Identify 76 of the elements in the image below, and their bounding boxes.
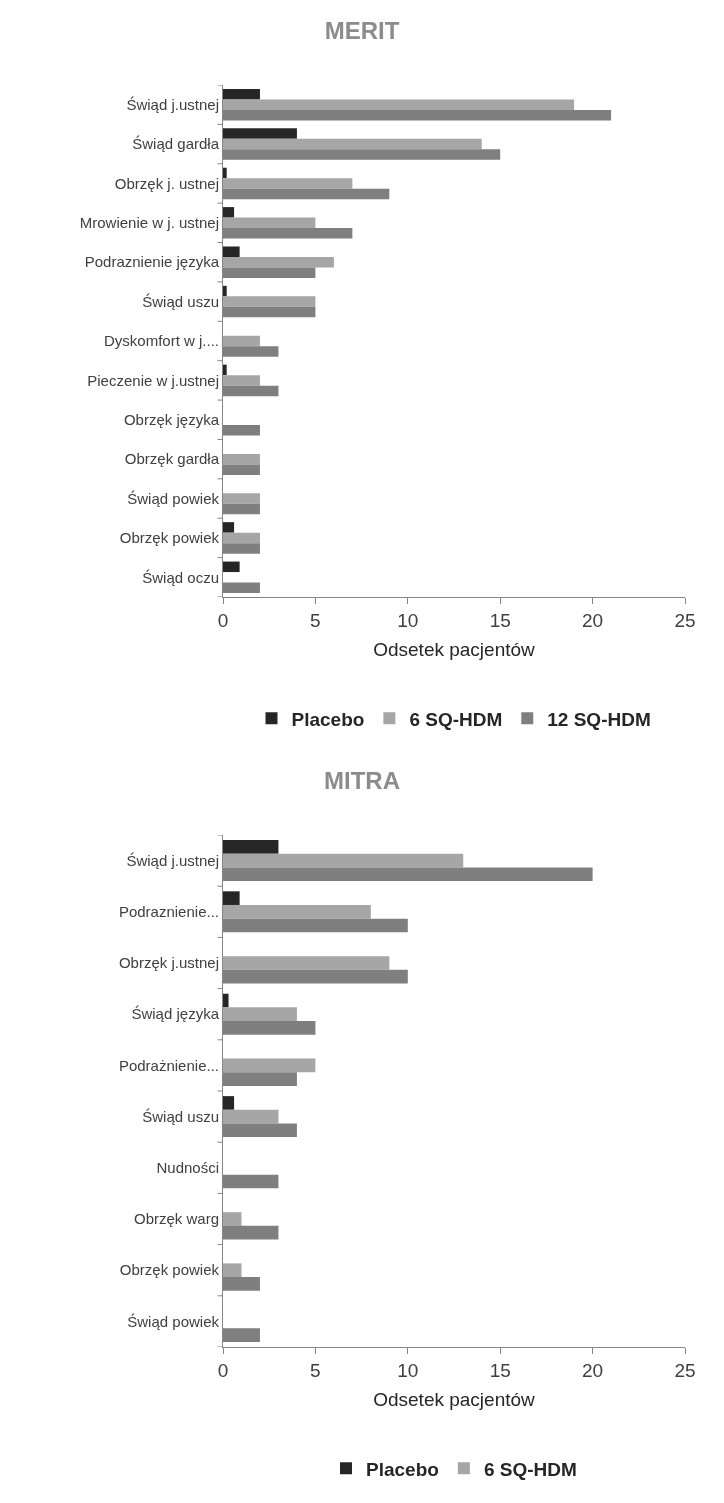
bar xyxy=(223,364,227,376)
legend-label: 12 SQ-HDM xyxy=(547,708,651,730)
chart-title: MITRA xyxy=(324,767,400,795)
bar xyxy=(223,1109,279,1124)
bar xyxy=(223,840,279,854)
bar xyxy=(223,256,334,268)
y-tick-label: Świąd uszu xyxy=(142,292,219,310)
x-tick-label: 15 xyxy=(489,609,511,631)
y-tick-label: Pieczenie w j.ustnej xyxy=(87,371,219,389)
y-tick-label: Dyskomfort w j.... xyxy=(103,332,219,350)
bar xyxy=(223,522,235,533)
x-tick-label: 5 xyxy=(310,609,321,631)
bar xyxy=(223,285,227,297)
bar xyxy=(223,1263,242,1278)
bar xyxy=(223,453,260,465)
bar xyxy=(223,1058,316,1073)
y-tick-label: Świąd powiek xyxy=(127,1312,220,1330)
legend-label: Placebo xyxy=(366,1458,439,1480)
bar xyxy=(223,853,464,868)
legend-label: Placebo xyxy=(291,708,365,730)
y-tick-label: Podraznienie... xyxy=(118,903,219,921)
legend-label: 6 SQ-HDM xyxy=(483,1458,577,1480)
bar xyxy=(223,561,240,573)
x-tick-label: 25 xyxy=(674,1359,696,1381)
x-tick-label: 0 xyxy=(217,609,229,631)
y-tick-label: Świąd oczu xyxy=(142,568,219,586)
bar xyxy=(223,1212,242,1226)
x-tick-label: 5 xyxy=(310,1359,321,1381)
bar xyxy=(223,138,482,150)
y-tick-label: Podraznienie języka xyxy=(84,253,220,271)
bar xyxy=(223,246,240,257)
bar xyxy=(223,375,260,386)
y-tick-label: Świąd j.ustnej xyxy=(126,95,219,113)
y-tick-label: Podrażnienie... xyxy=(118,1056,219,1074)
bar xyxy=(223,904,371,919)
x-tick-label: 20 xyxy=(582,1359,604,1381)
y-tick-label: Obrzęk warg xyxy=(133,1210,219,1228)
bar xyxy=(223,207,235,218)
y-tick-label: Obrzęk powiek xyxy=(119,529,220,547)
bar xyxy=(223,178,353,189)
y-tick-label: Obrzęk gardła xyxy=(124,450,220,468)
x-tick-label: 10 xyxy=(397,1359,419,1381)
y-tick-label: Świąd języka xyxy=(131,1005,220,1023)
y-tick-label: Obrzęk języka xyxy=(123,411,220,429)
x-axis-title: Odsetek pacjentów xyxy=(373,638,536,660)
bar xyxy=(223,956,390,970)
bar xyxy=(223,993,229,1008)
x-axis-title: Odsetek pacjentów xyxy=(373,1388,536,1410)
bar xyxy=(223,532,260,544)
bar xyxy=(223,88,260,100)
y-tick-label: Świąd gardła xyxy=(132,135,220,153)
y-tick-label: Obrzęk j. ustnej xyxy=(114,174,219,192)
x-tick-label: 25 xyxy=(674,609,696,631)
y-tick-label: Świąd j.ustnej xyxy=(126,851,219,869)
y-tick-label: Obrzęk j.ustnej xyxy=(118,954,219,972)
bar xyxy=(223,1007,297,1022)
bar xyxy=(223,891,240,905)
bar xyxy=(223,296,316,307)
bar xyxy=(223,167,227,179)
bar xyxy=(223,1096,235,1110)
bar xyxy=(223,335,260,347)
y-tick-label: Świąd powiek xyxy=(127,489,220,507)
x-tick-label: 10 xyxy=(397,609,419,631)
y-tick-label: Świąd uszu xyxy=(142,1107,219,1125)
y-tick-label: Nudności xyxy=(156,1159,219,1177)
legend-label: 6 SQ-HDM xyxy=(409,708,503,730)
y-tick-label: Mrowienie w j. ustnej xyxy=(79,214,219,232)
bar xyxy=(223,217,316,229)
x-tick-label: 15 xyxy=(489,1359,511,1381)
bar xyxy=(223,128,297,139)
x-tick-label: 0 xyxy=(217,1359,229,1381)
chart-title: MERIT xyxy=(324,17,400,45)
bar xyxy=(223,493,260,504)
bar xyxy=(223,99,575,110)
y-tick-label: Obrzęk powiek xyxy=(119,1261,220,1279)
x-tick-label: 20 xyxy=(582,609,604,631)
